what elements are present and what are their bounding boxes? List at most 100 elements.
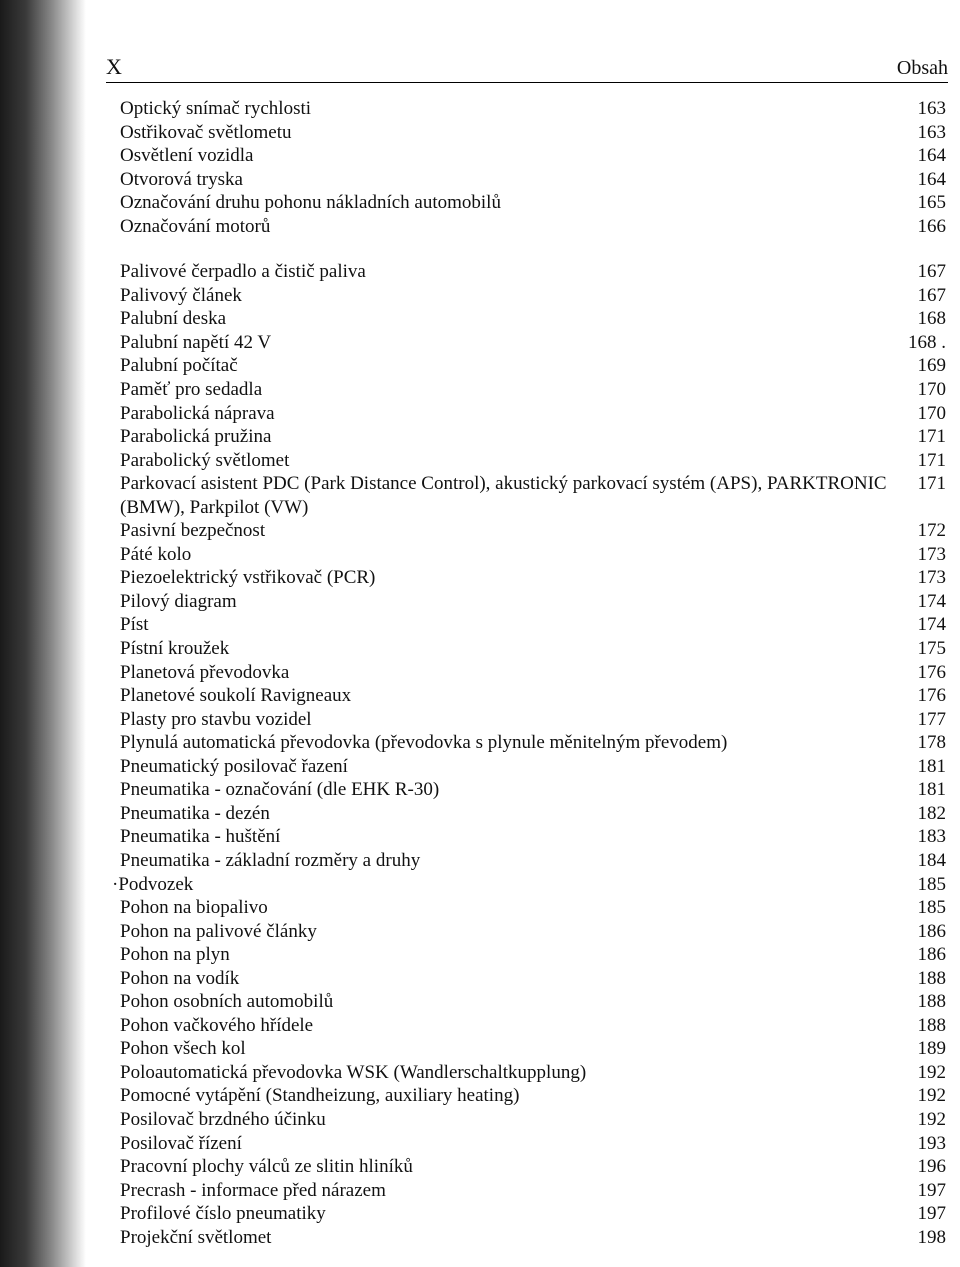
toc-entry-page: 167: [906, 284, 946, 308]
toc-entry-page: 185: [906, 873, 946, 897]
toc-entry-title: Píst: [120, 613, 906, 637]
toc-entry: Plynulá automatická převodovka (převodov…: [120, 731, 946, 755]
toc-entry-title: Parabolická pružina: [120, 425, 906, 449]
toc-entry-title: Osvětlení vozidla: [120, 144, 906, 168]
toc-entry-page: 197: [906, 1202, 946, 1226]
toc-entry: Ostřikovač světlometu163: [120, 121, 946, 145]
toc-entry: Planetové soukolí Ravigneaux176: [120, 684, 946, 708]
toc-entry-title: Parkovací asistent PDC (Park Distance Co…: [120, 472, 906, 519]
toc-entry-title: Pohon na biopalivo: [120, 896, 906, 920]
toc-entry: Pohon na vodík188: [120, 967, 946, 991]
toc-entry: Označování druhu pohonu nákladních autom…: [120, 191, 946, 215]
toc-entry-title: Projekční světlomet: [120, 1226, 906, 1250]
toc-entry-page: 188: [906, 1014, 946, 1038]
toc-entry-title: Pneumatika - označování (dle EHK R-30): [120, 778, 906, 802]
toc-entry-title: Poloautomatická převodovka WSK (Wandlers…: [120, 1061, 906, 1085]
toc-entry: Palubní počítač169: [120, 354, 946, 378]
toc-entry: Palivový článek167: [120, 284, 946, 308]
toc-entry-page: 167: [906, 260, 946, 284]
toc-entry-title: Otvorová tryska: [120, 168, 906, 192]
toc-entry-page: 164: [906, 168, 946, 192]
toc-entry-title: Planetové soukolí Ravigneaux: [120, 684, 906, 708]
toc-entry-title: Posilovač řízení: [120, 1132, 906, 1156]
toc-entry-page: 186: [906, 920, 946, 944]
toc-entry-title: Plasty pro stavbu vozidel: [120, 708, 906, 732]
toc-entry-title: Pístní kroužek: [120, 637, 906, 661]
toc-entry: Pohon všech kol189: [120, 1037, 946, 1061]
toc-entry-title: Ostřikovač světlometu: [120, 121, 906, 145]
toc-entry-page: 163: [906, 97, 946, 121]
toc-entry-page: 168 .: [906, 331, 946, 355]
toc-entry: Paměť pro sedadla170: [120, 378, 946, 402]
toc-entry-title: Pneumatika - huštění: [120, 825, 906, 849]
toc-entry: Pohon na biopalivo185: [120, 896, 946, 920]
toc-entry-title: Pohon osobních automobilů: [120, 990, 906, 1014]
toc-entry-title: Pomocné vytápění (Standheizung, auxiliar…: [120, 1084, 906, 1108]
toc-entry-title: Pohon všech kol: [120, 1037, 906, 1061]
toc-entry-page: 166: [906, 215, 946, 239]
page-header: X Obsah: [106, 54, 948, 83]
toc-entry-title: Pasivní bezpečnost: [120, 519, 906, 543]
toc-entry: Označování motorů166: [120, 215, 946, 239]
toc-entry-page: 182: [906, 802, 946, 826]
toc-body: Optický snímač rychlosti163Ostřikovač sv…: [100, 97, 950, 1249]
toc-entry-page: 178: [906, 731, 946, 755]
toc-entry-title: Označování motorů: [120, 215, 906, 239]
toc-entry: Poloautomatická převodovka WSK (Wandlers…: [120, 1061, 946, 1085]
toc-entry: Palubní deska168: [120, 307, 946, 331]
scan-shadow: [0, 0, 86, 1267]
toc-entry: Parabolická pružina171: [120, 425, 946, 449]
toc-entry-page: 173: [906, 543, 946, 567]
toc-entry-title: Palubní deska: [120, 307, 906, 331]
toc-entry-page: 186: [906, 943, 946, 967]
toc-entry-page: 192: [906, 1084, 946, 1108]
toc-entry-page: 173: [906, 566, 946, 590]
toc-entry-title: Palivové čerpadlo a čistič paliva: [120, 260, 906, 284]
toc-entry: Pístní kroužek175: [120, 637, 946, 661]
toc-entry-title: Profilové číslo pneumatiky: [120, 1202, 906, 1226]
toc-entry: Palubní napětí 42 V168 .: [120, 331, 946, 355]
toc-entry: Páté kolo173: [120, 543, 946, 567]
toc-entry: Pohon osobních automobilů188: [120, 990, 946, 1014]
toc-entry-title: Planetová převodovka: [120, 661, 906, 685]
toc-entry-title: Parabolický světlomet: [120, 449, 906, 473]
toc-entry-page: 165: [906, 191, 946, 215]
toc-entry-page: 172: [906, 519, 946, 543]
toc-entry: Osvětlení vozidla164: [120, 144, 946, 168]
toc-entry-page: 188: [906, 967, 946, 991]
toc-entry-page: 163: [906, 121, 946, 145]
toc-entry: Pneumatika - označování (dle EHK R-30)18…: [120, 778, 946, 802]
toc-entry-page: 176: [906, 661, 946, 685]
toc-entry-page: 181: [906, 755, 946, 779]
toc-entry-page: 171: [906, 472, 946, 496]
toc-entry: Posilovač řízení193: [120, 1132, 946, 1156]
toc-entry-page: 192: [906, 1061, 946, 1085]
toc-entry: Profilové číslo pneumatiky197: [120, 1202, 946, 1226]
toc-entry-page: 196: [906, 1155, 946, 1179]
toc-entry: Posilovač brzdného účinku192: [120, 1108, 946, 1132]
toc-section: Palivové čerpadlo a čistič paliva167Pali…: [120, 260, 946, 1249]
toc-entry-page: 170: [906, 402, 946, 426]
toc-entry: Pneumatika - huštění183: [120, 825, 946, 849]
toc-entry: Pomocné vytápění (Standheizung, auxiliar…: [120, 1084, 946, 1108]
toc-entry: Pohon na palivové články186: [120, 920, 946, 944]
toc-entry: Optický snímač rychlosti163: [120, 97, 946, 121]
toc-entry-title: Pracovní plochy válců ze slitin hliníků: [120, 1155, 906, 1179]
toc-entry: Pneumatika - dezén182: [120, 802, 946, 826]
toc-entry: Precrash - informace před nárazem197: [120, 1179, 946, 1203]
toc-entry-page: 171: [906, 449, 946, 473]
toc-entry: Pilový diagram174: [120, 590, 946, 614]
toc-entry: Piezoelektrický vstřikovač (PCR)173: [120, 566, 946, 590]
toc-entry-page: 171: [906, 425, 946, 449]
toc-entry-title: Pilový diagram: [120, 590, 906, 614]
toc-entry-page: 174: [906, 590, 946, 614]
toc-entry: Parabolický světlomet171: [120, 449, 946, 473]
toc-entry: Pohon vačkového hřídele188: [120, 1014, 946, 1038]
toc-entry: Planetová převodovka176: [120, 661, 946, 685]
toc-entry-title: Parabolická náprava: [120, 402, 906, 426]
toc-entry-page: 185: [906, 896, 946, 920]
toc-entry-page: 170: [906, 378, 946, 402]
toc-entry-title: Pneumatika - dezén: [120, 802, 906, 826]
toc-entry-title: Páté kolo: [120, 543, 906, 567]
toc-entry-title: Plynulá automatická převodovka (převodov…: [120, 731, 906, 755]
